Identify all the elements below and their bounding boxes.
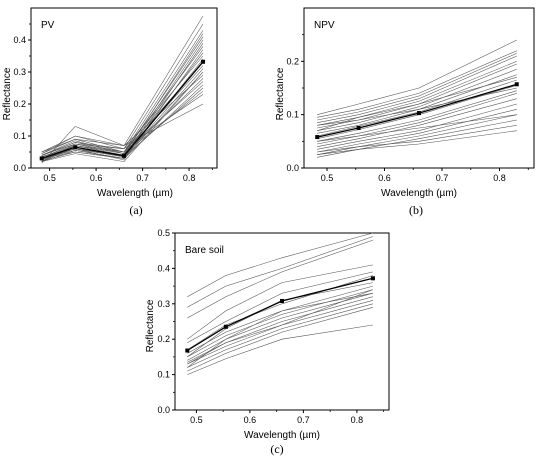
- sample-spectrum-line: [41, 94, 204, 153]
- mean-marker: [315, 135, 320, 140]
- y-tick-label: 0.0: [13, 163, 26, 173]
- sample-spectrum-line: [41, 71, 204, 162]
- sample-spectrum-line: [41, 74, 204, 154]
- x-tick-label: 0.5: [321, 173, 334, 183]
- x-axis-title: Wavelength (µm): [381, 188, 457, 199]
- sample-spectrum-line: [187, 292, 373, 361]
- sample-spectrum-line: [317, 39, 517, 115]
- mean-marker: [201, 59, 206, 64]
- y-tick-label: 0.4: [157, 263, 170, 273]
- x-axis-title: Wavelength (µm): [244, 430, 320, 441]
- sample-spectrum-line: [41, 90, 204, 156]
- y-tick-label: 0.0: [157, 405, 170, 415]
- mean-marker: [280, 298, 284, 303]
- sample-spectrum-line: [187, 303, 373, 368]
- sample-spectrum-line: [317, 98, 517, 147]
- sample-spectrum-line: [187, 239, 373, 319]
- sample-curves: [317, 39, 517, 158]
- x-tick-label: 0.6: [90, 173, 103, 183]
- y-tick-label: 0.3: [13, 67, 26, 77]
- sample-spectrum-line: [317, 77, 517, 131]
- sample-spectrum-line: [317, 130, 517, 155]
- y-tick-label: 0.4: [13, 35, 26, 45]
- y-tick-label: 0.2: [157, 334, 170, 344]
- sample-spectrum-line: [41, 71, 204, 159]
- panel-caption: (c): [270, 442, 283, 456]
- x-tick-label: 0.6: [378, 173, 391, 183]
- y-axis-title: Reflectance: [275, 67, 286, 120]
- sample-spectrum-line: [317, 53, 517, 121]
- y-tick-label: 0.1: [286, 110, 299, 120]
- sample-spectrum-line: [187, 236, 373, 308]
- x-axis-title: Wavelength (µm): [97, 188, 173, 199]
- sample-spectrum-line: [41, 62, 204, 158]
- sample-spectrum-line: [317, 55, 517, 123]
- sample-spectrum-line: [187, 264, 373, 340]
- sample-curves: [41, 15, 204, 164]
- sample-spectrum-line: [187, 271, 373, 343]
- y-tick-label: 0.3: [157, 299, 170, 309]
- sample-spectrum-line: [187, 300, 373, 365]
- x-tick-label: 0.7: [136, 173, 149, 183]
- x-tick-label: 0.5: [43, 173, 56, 183]
- y-tick-label: 0.0: [286, 163, 299, 173]
- mean-spectrum-line: [186, 277, 374, 352]
- mean-marker: [370, 276, 375, 281]
- sample-spectrum-line: [317, 103, 517, 150]
- sample-spectrum-line: [187, 275, 373, 351]
- panel-b: 0.5 0.6 0.7 0.8 0.0 0.1 0.2 NPV Wavelength (µm) R…: [275, 7, 535, 217]
- y-tick-label: 0.2: [286, 56, 299, 66]
- mean-marker: [73, 145, 78, 150]
- sample-spectrum-line: [187, 289, 373, 365]
- y-tick-label: 0.1: [157, 370, 170, 380]
- mean-marker: [223, 324, 228, 329]
- sample-spectrum-line: [317, 74, 517, 134]
- y-tick-label: 0.5: [157, 228, 170, 238]
- mean-marker: [39, 156, 44, 161]
- sample-spectrum-line: [317, 90, 517, 142]
- panel-caption: (b): [409, 203, 423, 217]
- panel-c: 0.5 0.6 0.7 0.8 0.0 0.1 0.2 0.3 0.4 0.5 Bare soil W…: [145, 228, 390, 456]
- mean-marker: [356, 126, 361, 130]
- panel-a: 0.5 0.6 0.7 0.8 0.0 0.1 0.2 0.3 0.4 PV Wavelength …: [2, 7, 218, 217]
- mean-marker: [185, 348, 190, 353]
- panel-caption: (a): [129, 203, 142, 217]
- x-tick-label: 0.7: [297, 415, 310, 425]
- sample-spectrum-line: [187, 232, 373, 297]
- sample-spectrum-line: [317, 50, 517, 118]
- sample-spectrum-line: [41, 55, 204, 157]
- y-tick-label: 0.1: [13, 131, 26, 141]
- x-tick-label: 0.5: [190, 415, 203, 425]
- x-tick-label: 0.8: [351, 415, 364, 425]
- sample-spectrum-line: [317, 125, 517, 153]
- panel-label: NPV: [314, 20, 335, 31]
- sample-spectrum-line: [187, 285, 373, 354]
- sample-spectrum-line: [317, 114, 517, 142]
- x-tick-label: 0.6: [244, 415, 257, 425]
- y-tick-label: 0.2: [13, 99, 26, 109]
- mean-marker: [122, 153, 126, 158]
- sample-spectrum-line: [41, 43, 204, 162]
- sample-spectrum-line: [317, 93, 517, 145]
- panel-label: PV: [41, 20, 55, 31]
- panel-label: Bare soil: [185, 245, 224, 256]
- y-axis-title: Reflectance: [2, 67, 13, 120]
- x-tick-label: 0.8: [183, 173, 196, 183]
- x-tick-label: 0.8: [493, 173, 506, 183]
- sample-spectrum-line: [317, 79, 517, 137]
- sample-spectrum-line: [317, 114, 517, 155]
- x-tick-label: 0.7: [436, 173, 449, 183]
- y-axis-title: Reflectance: [145, 299, 156, 352]
- sample-spectrum-line: [187, 296, 373, 363]
- sample-spectrum-line: [187, 324, 373, 375]
- sample-spectrum-line: [317, 85, 517, 139]
- sample-spectrum-line: [187, 307, 373, 372]
- sample-spectrum-line: [317, 61, 517, 126]
- mean-marker: [514, 82, 519, 87]
- mean-marker: [417, 111, 421, 116]
- mean-spectrum-line: [317, 83, 517, 138]
- mean-spectrum-line: [41, 61, 204, 160]
